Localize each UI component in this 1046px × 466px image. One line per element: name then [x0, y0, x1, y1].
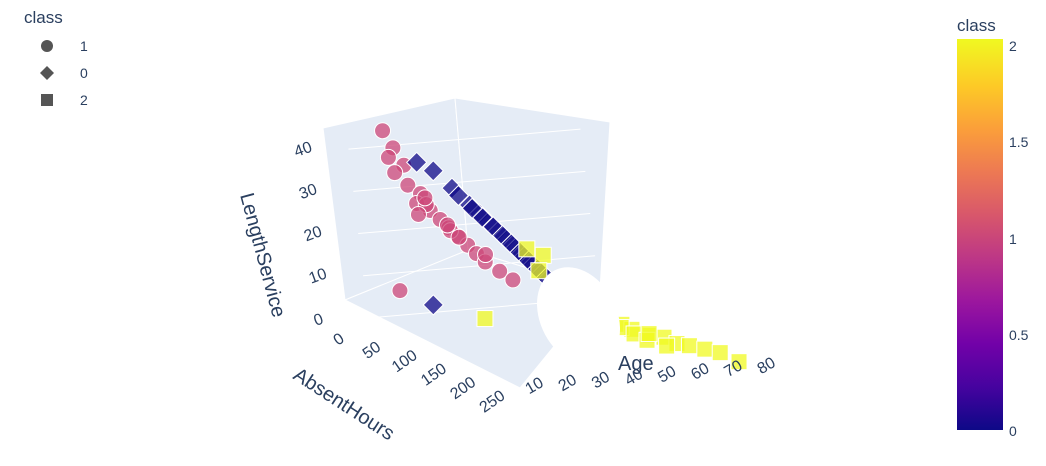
gridline-z [358, 213, 591, 235]
data-point-class-1[interactable] [450, 228, 468, 246]
legend-title: class [24, 8, 63, 27]
overplotted-cluster [537, 267, 620, 366]
data-point-class-0[interactable] [461, 197, 483, 220]
data-point-class-1[interactable] [439, 216, 457, 234]
colorbar [957, 39, 1003, 430]
y-tick-label: 200 [447, 374, 479, 403]
data-points [374, 122, 748, 371]
data-point-class-1[interactable] [409, 206, 427, 224]
z-axis-label: LengthService [235, 191, 289, 320]
gridline-z [353, 170, 586, 192]
data-point-class-2[interactable] [711, 344, 729, 362]
data-point-class-1[interactable] [391, 282, 409, 300]
colorbar-tick: 0.5 [1009, 327, 1029, 343]
y-tick-label: 150 [418, 360, 450, 389]
y-tick-label: 100 [389, 347, 421, 376]
square-marker-icon [41, 94, 53, 106]
z-tick-label: 30 [297, 181, 320, 203]
colorbar-tick: 2 [1009, 38, 1017, 54]
x-tick-label: 40 [622, 366, 646, 390]
z-tick-label: 40 [292, 139, 315, 161]
data-point-class-2[interactable] [476, 310, 494, 328]
data-point-class-2[interactable] [640, 325, 658, 343]
x-tick-label: 20 [556, 371, 580, 395]
data-point-class-2[interactable] [696, 340, 714, 358]
z-tick-label: 20 [302, 223, 325, 245]
data-point-class-1[interactable] [374, 122, 392, 140]
data-point-class-2[interactable] [658, 337, 676, 355]
data-point-class-1[interactable] [477, 246, 495, 264]
data-point-class-0[interactable] [447, 184, 470, 207]
y-tick-label: 250 [477, 387, 509, 416]
legend-label: 1 [80, 38, 88, 54]
z-tick-label: 0 [312, 311, 326, 330]
data-point-class-0[interactable] [405, 151, 428, 174]
x-tick-label: 10 [523, 374, 547, 398]
colorbar-tick: 0 [1009, 423, 1017, 439]
y-axis-label: AbsentHours [289, 364, 398, 445]
legend-item-0[interactable]: 0 [40, 65, 88, 81]
legend-label: 0 [80, 65, 88, 81]
y-tick-label: 0 [331, 330, 348, 349]
data-point-class-2[interactable] [534, 246, 552, 264]
data-point-class-1[interactable] [416, 189, 434, 207]
x-tick-label: 70 [722, 357, 746, 381]
data-point-class-0[interactable] [422, 160, 444, 182]
y-tick-label: 50 [360, 339, 384, 363]
data-point-class-0[interactable] [422, 294, 445, 316]
data-point-class-1[interactable] [504, 271, 522, 289]
legend-item-2[interactable]: 2 [40, 92, 88, 108]
data-point-class-1[interactable] [386, 164, 404, 182]
scene-3d: 10 20 30 40 50 60 70 800 50 100150200250010203040… [235, 97, 779, 445]
legend-label: 2 [80, 92, 88, 108]
circle-marker-icon [41, 40, 53, 52]
x-tick-label: 80 [755, 354, 779, 378]
x-tick-label: 30 [589, 369, 613, 393]
colorbar-title: class [957, 16, 996, 35]
data-point-class-2[interactable] [730, 353, 748, 371]
z-tick-label: 10 [307, 265, 330, 287]
colorbar-tick: 1 [1009, 231, 1017, 247]
x-tick-label: 60 [688, 360, 712, 384]
data-point-class-1[interactable] [399, 176, 417, 194]
data-point-class-1[interactable] [491, 262, 509, 280]
x-axis-label: Age [618, 353, 654, 375]
colorbar-tick: 1.5 [1009, 134, 1029, 150]
diamond-marker-icon [40, 66, 54, 80]
data-point-class-2[interactable] [518, 240, 536, 258]
data-point-class-2[interactable] [680, 337, 698, 355]
data-point-class-1[interactable] [379, 148, 397, 166]
x-tick-label: 50 [655, 363, 679, 387]
data-point-class-2[interactable] [530, 262, 548, 280]
legend-item-1[interactable]: 1 [40, 38, 88, 54]
